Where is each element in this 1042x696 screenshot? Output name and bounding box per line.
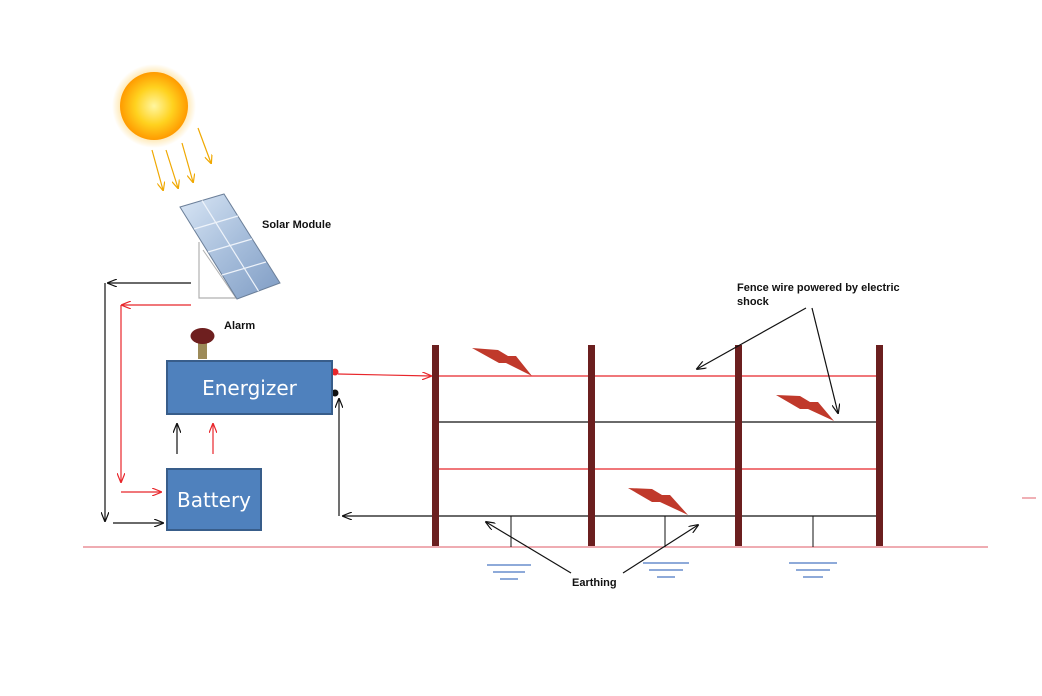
fence-posts xyxy=(432,345,883,546)
fence-post xyxy=(588,345,595,546)
fence-post xyxy=(876,345,883,546)
lightning-icons xyxy=(472,348,834,515)
earth-rods xyxy=(510,516,814,547)
earthing-label-arrows xyxy=(486,522,698,574)
negative-terminal xyxy=(331,389,339,397)
ground-symbol-icon xyxy=(487,564,531,580)
return-wire xyxy=(339,399,435,516)
fence-post xyxy=(735,345,742,546)
live-output-wire xyxy=(337,374,431,376)
fence-wires xyxy=(436,375,882,517)
fence-label-arrows xyxy=(697,307,838,413)
battery-box: Battery xyxy=(166,468,262,531)
ground-symbol-icon xyxy=(789,562,837,578)
lightning-icon xyxy=(776,395,834,421)
lightning-icon xyxy=(628,488,688,515)
solar-module-label: Solar Module xyxy=(262,219,332,231)
battery-label: Battery xyxy=(176,487,252,512)
ground-symbol-icon xyxy=(643,562,689,578)
fence-post xyxy=(432,345,439,546)
energizer-label: Energizer xyxy=(202,375,297,400)
energizer-box: Energizer xyxy=(166,360,333,415)
panel-to-battery-wires xyxy=(105,283,191,523)
positive-terminal xyxy=(331,368,339,376)
earthing-label: Earthing xyxy=(572,577,617,589)
sun-rays xyxy=(151,127,211,190)
battery-to-energizer-arrows xyxy=(177,424,213,454)
alarm-label: Alarm xyxy=(224,320,256,332)
alarm-icon xyxy=(190,328,215,359)
solar-panel-icon xyxy=(179,193,281,300)
fence-wire-label: Fence wire powered by electric shock xyxy=(737,282,900,308)
sun-icon xyxy=(112,64,196,148)
earth-symbols xyxy=(487,562,837,580)
lightning-icon xyxy=(472,348,532,376)
